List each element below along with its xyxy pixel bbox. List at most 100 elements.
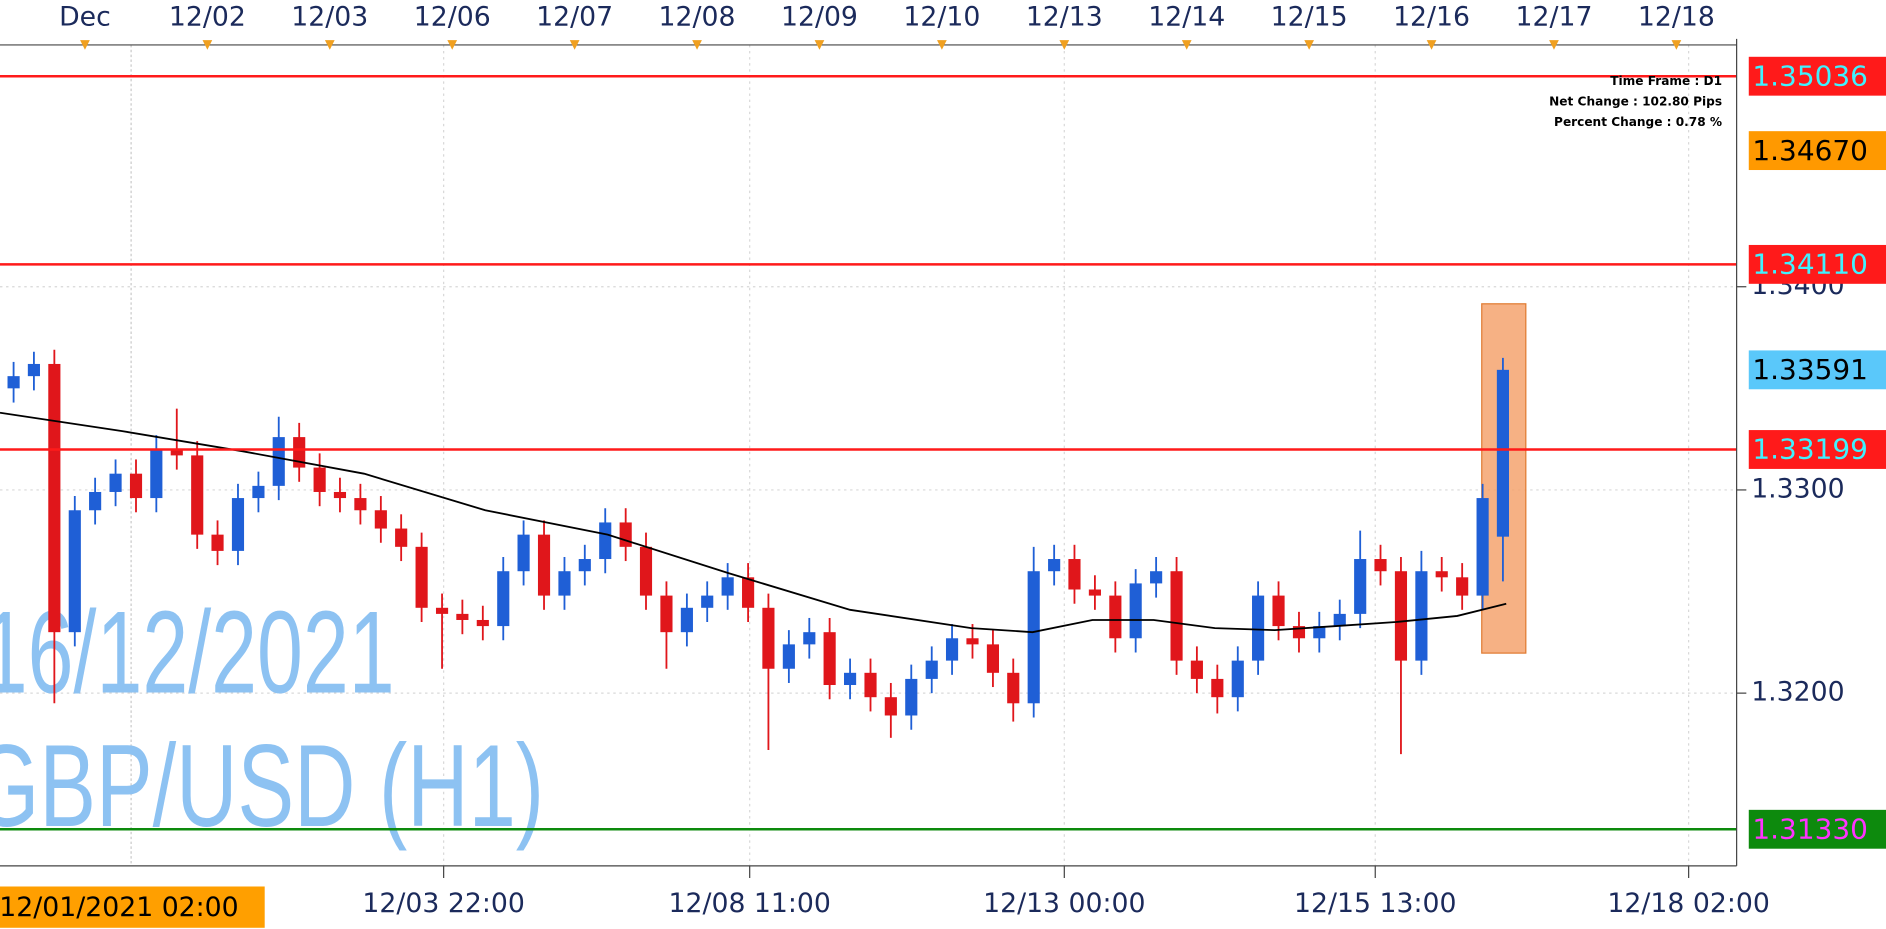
x-tick-label: 12/06 [414, 2, 491, 33]
x-tick-marker [569, 40, 580, 50]
candle-body [1170, 571, 1183, 661]
price-tag-label: 1.34110 [1752, 248, 1867, 281]
x-tick-label: 12/13 00:00 [983, 888, 1145, 919]
candle-body [1211, 678, 1224, 698]
x-tick-label: 12/18 [1638, 2, 1715, 33]
candle-body [721, 577, 734, 596]
price-tag [1748, 809, 1886, 849]
candle-body [762, 607, 775, 669]
candle-body [619, 522, 632, 547]
candle-body [1333, 613, 1346, 627]
x-tick-label: 12/17 [1515, 2, 1592, 33]
candle-body [639, 546, 653, 596]
candle-body [272, 437, 285, 486]
candle-body [701, 595, 714, 608]
watermark-symbol: GBP/USD (H1) [0, 720, 544, 851]
candle-body [170, 449, 183, 456]
candle-body [395, 528, 408, 547]
candle-body [578, 559, 591, 572]
candle-body [252, 485, 265, 499]
candle-body [1435, 571, 1448, 578]
y-tick-label: 1.3300 [1751, 473, 1844, 504]
moving-average [0, 411, 1507, 634]
candle-body [476, 619, 489, 627]
candle-body [1150, 571, 1163, 584]
candle-body [1007, 672, 1020, 704]
candle-body [48, 363, 61, 633]
price-tag [1748, 350, 1886, 390]
x-tick-label: 12/08 [659, 2, 736, 33]
candle-body [1354, 559, 1367, 614]
candle-body [1394, 571, 1408, 661]
candle-body [333, 491, 347, 499]
candle-body [1456, 577, 1469, 596]
candle-body [1231, 660, 1244, 698]
x-tick-label: 12/15 13:00 [1294, 888, 1456, 919]
candle-body [435, 607, 449, 614]
candle-body [313, 467, 326, 492]
x-tick-label: 12/18 02:00 [1607, 888, 1769, 919]
candle-body [7, 376, 20, 389]
candle-body [1129, 583, 1142, 639]
x-tick-label: 12/09 [781, 2, 858, 33]
x-tick-marker [80, 40, 90, 50]
candle-body [905, 678, 918, 716]
candle-body [497, 571, 510, 627]
candle-body [680, 607, 693, 633]
x-tick-label: 12/15 [1271, 2, 1348, 33]
price-tag-label: 1.33199 [1752, 433, 1867, 466]
x-tick-marker [447, 40, 458, 50]
price-tag [1748, 430, 1886, 469]
x-tick-marker [1059, 40, 1070, 50]
candle-body [456, 613, 469, 620]
candle-body [1476, 498, 1489, 596]
x-tick-marker [1304, 40, 1314, 50]
candle-body [884, 697, 897, 716]
candle-body [660, 595, 673, 633]
candle-body [27, 363, 40, 377]
x-tick-label: 12/16 [1393, 2, 1470, 33]
watermark-date: 16/12/2021 [0, 587, 395, 718]
candle-body [1027, 571, 1040, 704]
candle-body [782, 644, 795, 669]
x-tick-label: 12/03 [291, 2, 368, 33]
candle-body [1313, 626, 1326, 639]
candle-body [1088, 589, 1101, 596]
plot-area [0, 75, 1737, 831]
x-tick-label: 12/07 [536, 2, 613, 33]
price-tag-label: 1.35036 [1752, 59, 1867, 92]
candle-body [129, 473, 143, 499]
cursor-label: 12/01/2021 02:00 [0, 892, 239, 923]
x-tick-label: 12/03 22:00 [362, 888, 524, 919]
x-tick-label: 12/14 [1148, 2, 1225, 33]
candle-body [803, 632, 816, 645]
candle-body [231, 498, 245, 551]
price-tag [1748, 244, 1886, 284]
candle-body [150, 449, 163, 499]
candle-body [109, 473, 122, 492]
candle-body [517, 534, 530, 572]
candle-body [354, 498, 367, 511]
candle-body [986, 644, 1000, 673]
price-tag [1748, 131, 1886, 171]
x-tick-marker [1181, 40, 1192, 50]
candle-body [415, 546, 428, 608]
info-line: Time Frame : D1 [1610, 74, 1722, 88]
x-tick-label: 12/08 11:00 [668, 888, 830, 919]
x-tick-marker [814, 40, 825, 50]
candle-body [89, 491, 102, 511]
candle-body [925, 660, 938, 679]
candle-body [68, 510, 81, 633]
candle-body [191, 455, 204, 535]
candle-body [211, 534, 224, 551]
candle-body [1496, 369, 1510, 537]
candle-body [293, 437, 306, 468]
info-line: Percent Change : 0.78 % [1554, 115, 1722, 129]
candle-body [1374, 559, 1387, 572]
x-tick-marker [692, 40, 702, 50]
candle-body [966, 638, 979, 645]
price-tag-label: 1.31330 [1752, 812, 1867, 845]
x-tick-label: 12/02 [169, 2, 246, 33]
